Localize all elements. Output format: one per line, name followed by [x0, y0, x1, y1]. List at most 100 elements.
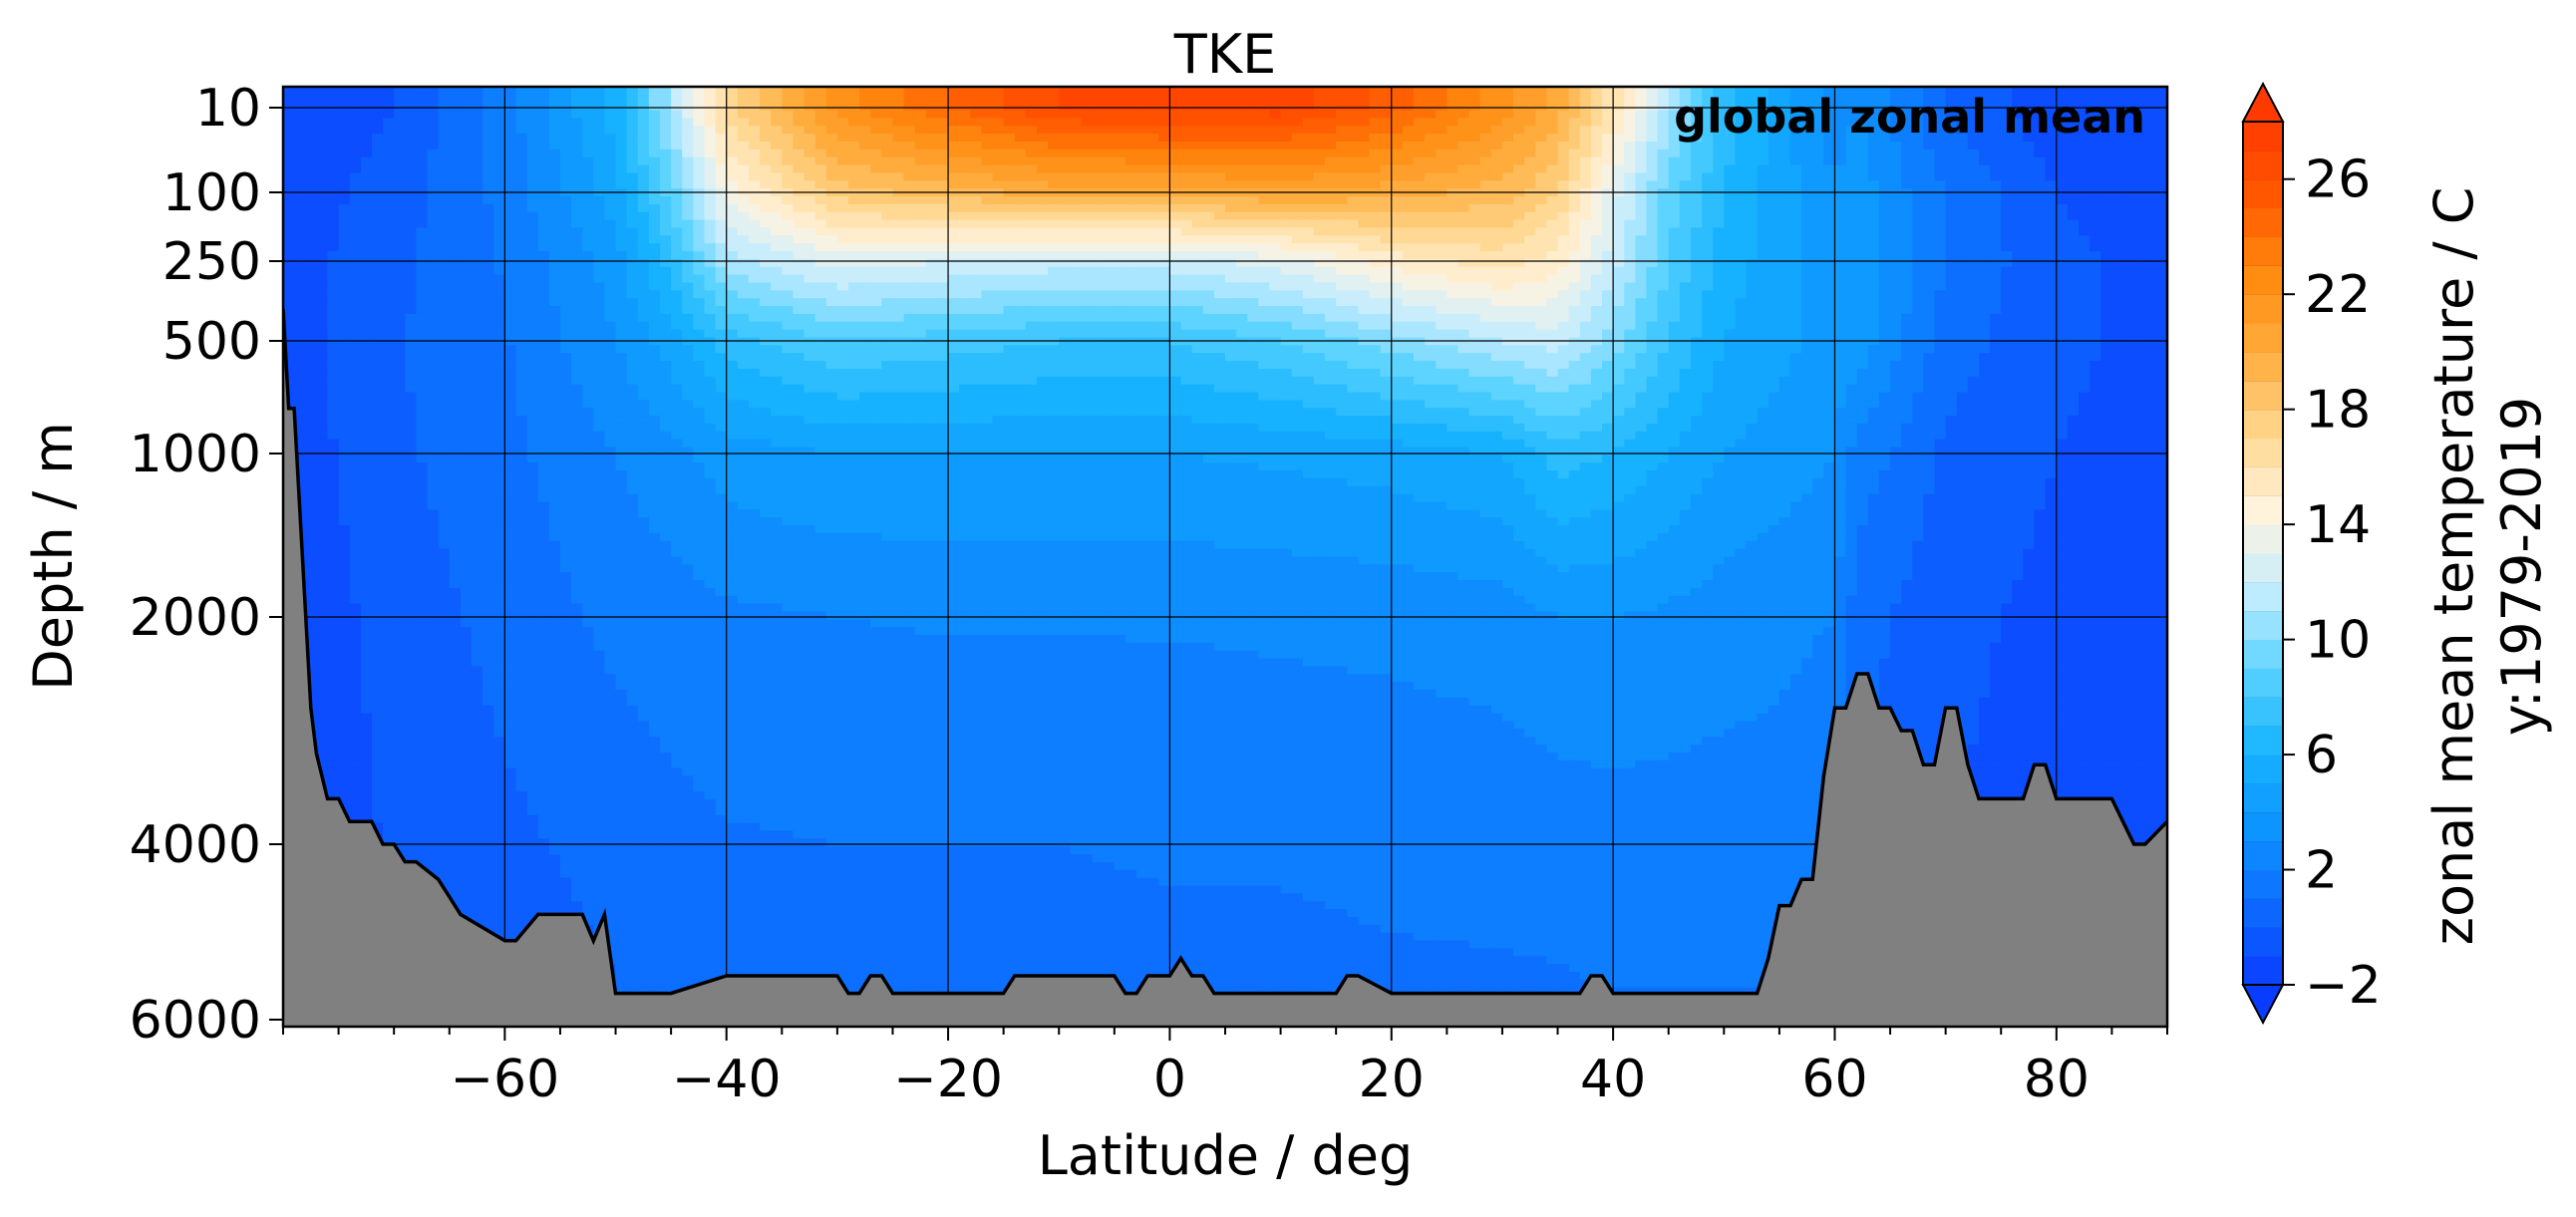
field-cell [848, 180, 860, 188]
field-cell [892, 204, 904, 212]
field-cell [350, 290, 362, 298]
field-cell [1769, 180, 1780, 188]
field-cell [1370, 172, 1382, 180]
field-cell [848, 165, 860, 173]
field-cell [1480, 227, 1492, 235]
field-cell [1702, 196, 1714, 204]
field-cell [1303, 142, 1315, 150]
field-cell [1281, 251, 1293, 259]
field-cell [1370, 118, 1382, 126]
field-cell [1425, 157, 1437, 165]
field-cell [1812, 212, 1824, 220]
field-cell [2035, 172, 2047, 180]
field-cell [2046, 227, 2058, 235]
field-cell [760, 282, 772, 290]
field-cell [1990, 298, 2002, 306]
field-cell [1247, 298, 1259, 306]
field-cell [582, 306, 594, 314]
field-cell [870, 142, 882, 150]
field-cell [805, 87, 816, 95]
field-cell [1236, 180, 1248, 188]
field-cell [1414, 298, 1426, 306]
field-cell [1126, 282, 1137, 290]
field-cell [1147, 142, 1159, 150]
field-cell [1713, 227, 1725, 235]
field-cell [1048, 282, 1060, 290]
field-cell [1225, 251, 1237, 259]
field-cell [1923, 204, 1935, 212]
field-cell [1015, 150, 1027, 157]
field-cell [649, 87, 661, 95]
field-cell [1635, 87, 1647, 95]
field-cell [1104, 150, 1116, 157]
field-cell [2100, 235, 2112, 243]
field-cell [1126, 95, 1137, 103]
field-cell [1004, 306, 1016, 314]
field-cell [1225, 243, 1237, 251]
field-cell [1901, 251, 1913, 259]
field-cell [1269, 118, 1281, 126]
field-cell [716, 126, 728, 134]
field-cell [1425, 275, 1437, 283]
field-cell [1258, 95, 1270, 103]
field-cell [727, 306, 739, 314]
field-cell [1591, 103, 1603, 111]
field-cell [416, 306, 428, 314]
field-cell [339, 196, 351, 204]
field-cell [1392, 150, 1404, 157]
field-cell [1325, 118, 1337, 126]
field-cell [937, 259, 949, 267]
field-cell [316, 150, 328, 157]
field-cell [1004, 95, 1016, 103]
field-cell [1658, 95, 1670, 103]
field-cell [560, 227, 572, 235]
field-cell [1303, 306, 1315, 314]
field-cell [627, 196, 639, 204]
field-cell [2057, 180, 2069, 188]
field-cell [549, 235, 561, 243]
field-cell [1747, 259, 1759, 267]
field-cell [1580, 157, 1592, 165]
field-cell [716, 275, 728, 283]
field-cell [859, 314, 871, 322]
field-cell [1037, 118, 1049, 126]
field-cell [1868, 290, 1880, 298]
field-cell [848, 251, 860, 259]
field-cell [582, 259, 594, 267]
field-cell [970, 126, 982, 134]
field-cell [1658, 196, 1670, 204]
field-cell [1613, 290, 1625, 298]
field-cell [1281, 227, 1293, 235]
field-cell [1037, 196, 1049, 204]
field-cell [660, 298, 672, 306]
field-cell [749, 87, 761, 95]
field-cell [981, 314, 993, 322]
field-cell [760, 196, 772, 204]
field-cell [727, 243, 739, 251]
field-cell [981, 227, 993, 235]
field-cell [1758, 227, 1770, 235]
field-cell [450, 298, 462, 306]
field-cell [1747, 243, 1759, 251]
field-cell [616, 212, 628, 220]
field-cell [1491, 275, 1503, 283]
field-cell [1414, 220, 1426, 228]
field-cell [2068, 220, 2080, 228]
field-cell [1004, 142, 1016, 150]
field-cell [1370, 275, 1382, 283]
field-cell [1868, 282, 1880, 290]
field-cell [1093, 251, 1105, 259]
field-cell [1724, 165, 1736, 173]
field-cell [515, 282, 527, 290]
field-cell [1004, 235, 1016, 243]
field-cell [1048, 298, 1060, 306]
field-cell [515, 87, 527, 95]
field-cell [782, 275, 794, 283]
field-cell [1890, 227, 1902, 235]
field-cell [1758, 235, 1770, 243]
field-cell [826, 243, 838, 251]
field-cell [660, 134, 672, 142]
field-cell [1158, 196, 1170, 204]
field-cell [1558, 282, 1570, 290]
field-cell [1070, 111, 1082, 119]
